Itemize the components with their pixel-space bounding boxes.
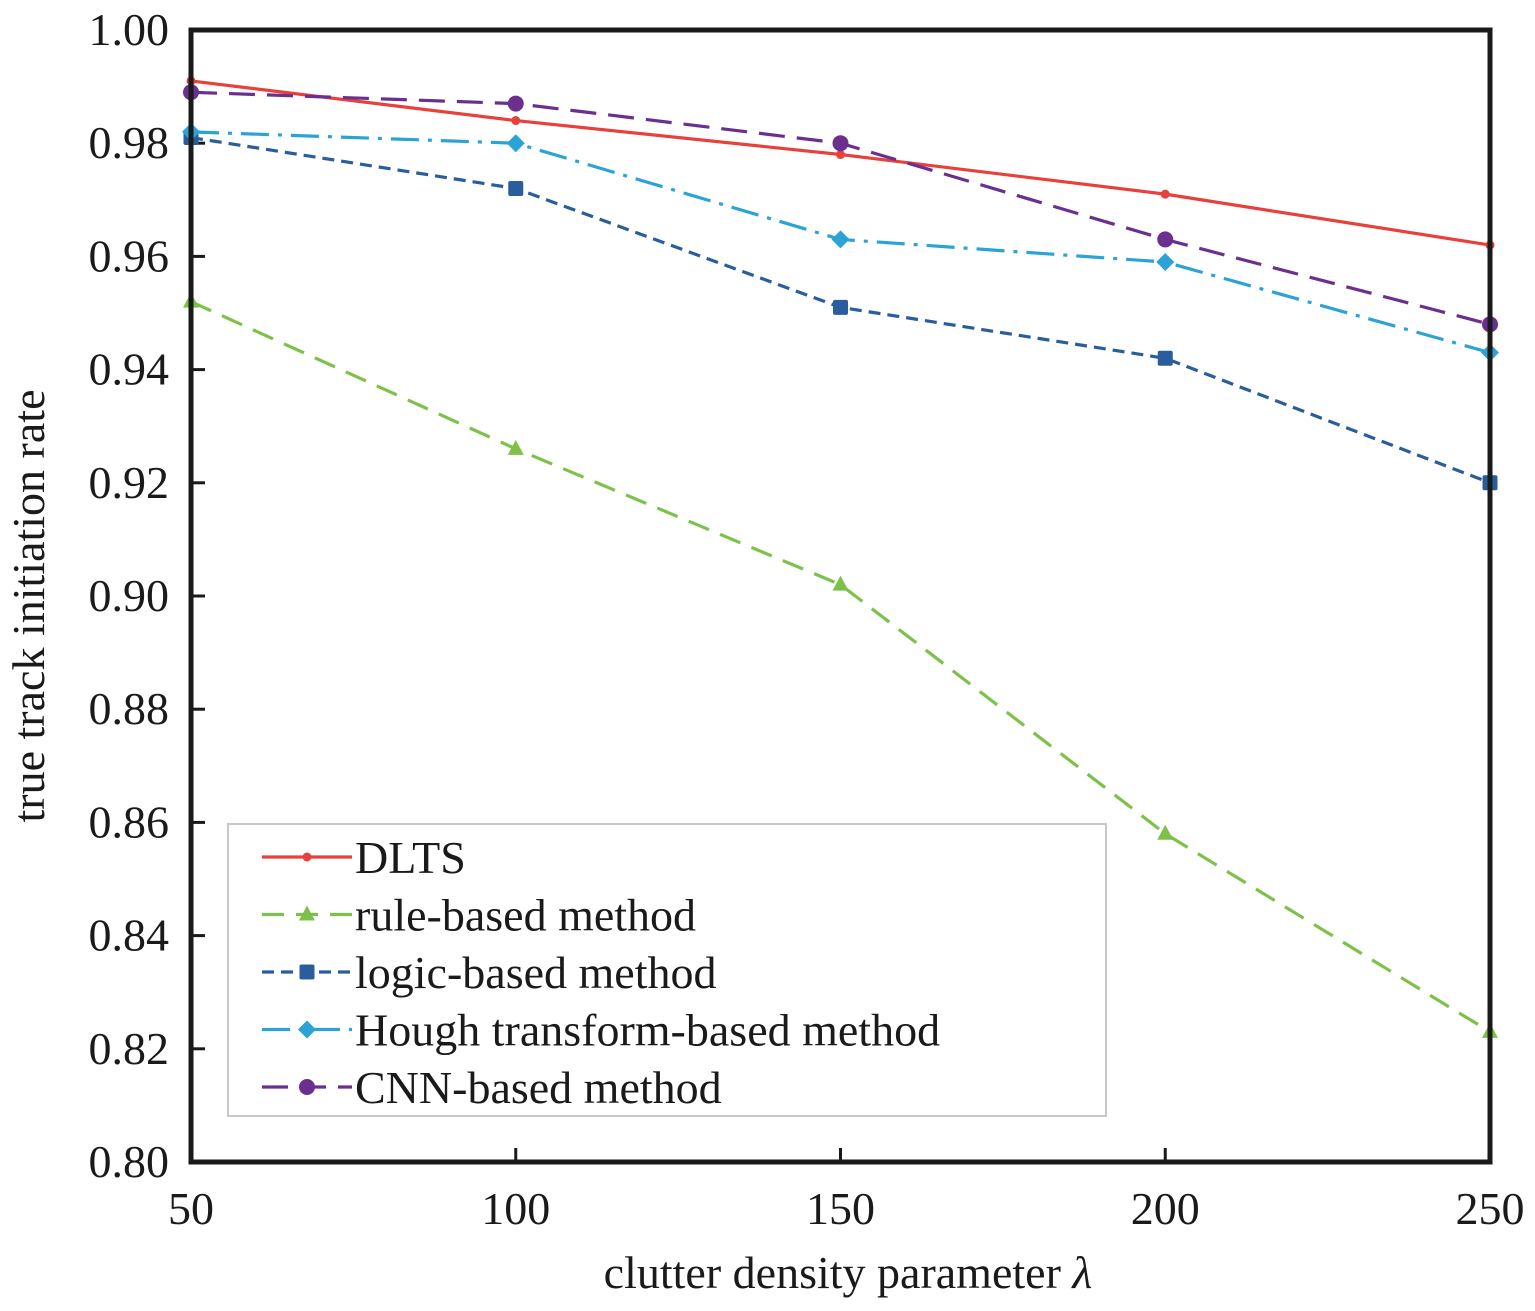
y-tick-label: 0.80	[89, 1136, 170, 1187]
y-tick-label: 0.90	[89, 570, 170, 621]
data-point	[1156, 253, 1175, 272]
series-line	[190, 300, 1491, 1034]
series-line	[190, 90, 1491, 326]
data-point	[506, 134, 525, 153]
legend-item: logic-based method	[262, 947, 717, 998]
legend-swatch-marker	[298, 1020, 316, 1039]
x-tick-label: 50	[168, 1183, 214, 1234]
legend-label: CNN-based method	[355, 1062, 722, 1113]
y-axis-title: true track initiation rate	[3, 390, 54, 823]
y-tick-label: 0.82	[89, 1023, 170, 1074]
legend-box	[227, 823, 1107, 1117]
y-tick-label: 0.96	[89, 230, 170, 281]
y-tick-label: 0.88	[89, 683, 170, 734]
y-tick-label: 0.94	[89, 344, 170, 395]
data-point	[507, 95, 524, 112]
legend-label: Hough transform-based method	[355, 1005, 940, 1056]
legend-swatch-marker	[302, 852, 312, 862]
series-line	[190, 79, 1491, 247]
legend-swatch-marker	[299, 964, 315, 980]
data-point	[831, 230, 850, 249]
legend: DLTS rule-based method logic-based method H…	[227, 823, 1107, 1117]
legend-swatch-marker	[299, 1079, 315, 1095]
axis-ticks: 0.80 0.82 0.84 0.86 0.88 0.90 0.92 0.94 0.96 0.98…	[89, 4, 1525, 1234]
data-point	[833, 299, 848, 315]
plot-frame	[188, 27, 1493, 1165]
x-axis-title-text: clutter density parameter	[604, 1247, 1061, 1298]
x-axis-title-symbol: λ	[1070, 1247, 1092, 1298]
x-tick-label: 200	[1131, 1183, 1200, 1234]
legend-item: CNN-based method	[262, 1062, 722, 1113]
data-point	[511, 116, 521, 126]
data-point	[832, 575, 849, 591]
y-tick-label: 0.98	[89, 117, 170, 168]
legend-item: DLTS	[262, 832, 466, 883]
x-tick-label: 150	[806, 1183, 875, 1234]
data-point	[836, 150, 845, 160]
y-tick-label: 0.86	[89, 796, 170, 847]
legend-label: logic-based method	[355, 947, 717, 998]
x-tick-label: 250	[1456, 1183, 1525, 1234]
series-dlts	[186, 76, 1495, 250]
legend-swatch-marker	[299, 905, 315, 921]
data-point	[832, 135, 849, 152]
y-tick-label: 0.92	[89, 457, 170, 508]
legend-item: rule-based method	[262, 890, 696, 941]
data-point	[1157, 824, 1174, 840]
series-logic-based-method	[183, 130, 1498, 491]
legend-item: Hough transform-based method	[262, 1005, 940, 1056]
data-point	[1160, 189, 1170, 199]
y-tick-label: 0.84	[89, 910, 170, 961]
series-cnn-based-method	[183, 84, 1498, 333]
x-tick-label: 100	[481, 1183, 550, 1234]
legend-label: DLTS	[355, 832, 466, 883]
data-point	[1157, 350, 1173, 366]
data-point	[1157, 231, 1174, 248]
data-point	[508, 180, 524, 196]
y-tick-label: 1.00	[89, 4, 170, 55]
legend-label: rule-based method	[355, 890, 696, 941]
x-axis-title: clutter density parameter λ	[604, 1247, 1093, 1298]
data-point	[507, 439, 524, 455]
